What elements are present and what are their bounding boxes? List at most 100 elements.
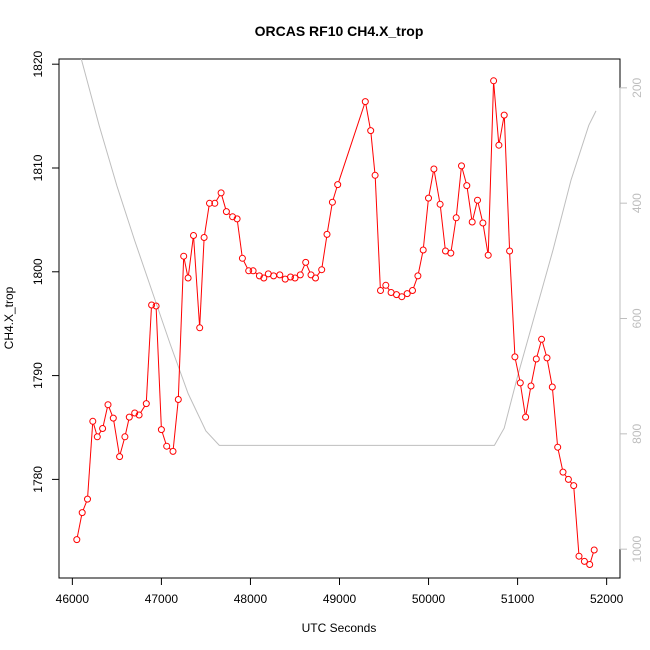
data-point (135, 411, 143, 419)
data-point (590, 546, 598, 554)
series-line-segment (243, 260, 248, 269)
data-point (184, 274, 192, 282)
series-line-segment (119, 439, 125, 454)
data-point (84, 495, 91, 503)
data-point (174, 396, 182, 403)
data-point (78, 509, 86, 517)
data-point (73, 536, 81, 544)
series-line-segment (536, 342, 542, 357)
series-line-segment (590, 552, 594, 562)
data-point (291, 274, 299, 282)
y2-tick-label: 200 (630, 78, 644, 98)
series-line-segment (215, 195, 220, 201)
data-point (233, 215, 241, 223)
series-line-segment (503, 117, 510, 249)
data-point (249, 267, 257, 275)
data-point (516, 379, 524, 387)
series-line-segment (370, 133, 376, 173)
data-point (109, 414, 117, 422)
data-point (206, 199, 213, 207)
data-point (180, 252, 188, 260)
data-point (245, 267, 253, 275)
y-axis: 1780 1790 1800 1810 1820 (31, 51, 59, 493)
series-line-segment (573, 488, 580, 554)
data-point (447, 249, 455, 257)
series-line-segment (177, 259, 185, 397)
data-point (419, 246, 427, 254)
data-point (377, 287, 384, 294)
data-point (270, 272, 278, 280)
series-line-segment (183, 259, 188, 276)
series-line-segment (155, 308, 162, 427)
data-point (468, 218, 476, 226)
series-line-segment (472, 202, 478, 220)
series-line-segment (440, 207, 446, 249)
x-tick-label: 51000 (501, 592, 535, 606)
series-line-segment (552, 389, 558, 445)
series-line-segment (423, 201, 429, 248)
data-point (398, 293, 406, 301)
series-line-segment (531, 361, 537, 384)
y-tick-label: 1780 (31, 466, 45, 493)
data-point (495, 141, 503, 149)
series-line-segment (477, 202, 483, 221)
series-line-segment (433, 171, 441, 202)
y-tick-label: 1810 (31, 154, 45, 181)
data-point (511, 353, 519, 361)
x-axis-label: UTC Seconds (302, 621, 377, 635)
data-point (409, 287, 416, 294)
data-point (484, 251, 492, 259)
data-point (200, 234, 208, 241)
y-tick-label: 1820 (31, 51, 45, 78)
series-line-segment (487, 83, 494, 253)
data-point (302, 258, 310, 266)
series-line-segment (557, 449, 563, 470)
data-point (99, 425, 107, 432)
series-line-segment (145, 307, 152, 401)
series-line-segment (98, 430, 102, 435)
series-line-segment (172, 402, 179, 449)
data-point (559, 468, 567, 476)
data-point (580, 557, 588, 565)
data-point (296, 271, 304, 279)
series-line-segment (87, 424, 94, 497)
data-point (564, 475, 572, 483)
x-tick-label: 47000 (145, 592, 179, 606)
series-line-segment (93, 423, 97, 435)
data-point (382, 281, 390, 289)
data-point (276, 271, 284, 279)
data-point (548, 383, 556, 391)
data-point (463, 182, 471, 190)
series-line-segment (418, 252, 424, 274)
data-point (334, 181, 342, 189)
data-point (287, 273, 294, 281)
series-line-segment (306, 265, 311, 273)
data-point (190, 232, 197, 239)
series-line-segment (338, 104, 365, 182)
series-line-segment (525, 388, 531, 415)
data-point (532, 355, 540, 363)
data-point (131, 409, 139, 417)
data-point (403, 290, 411, 298)
data-point (169, 447, 177, 455)
series-line-segment (413, 278, 418, 288)
series-line-segment (301, 265, 305, 273)
series-line-segment (237, 221, 243, 256)
chart-title: ORCAS RF10 CH4.X_trop (255, 23, 424, 39)
y2-tick-label: 1000 (630, 535, 644, 562)
series-line-segment (365, 104, 371, 128)
series-line-segment (188, 238, 194, 276)
data-point (116, 453, 124, 461)
series-line-segment (520, 385, 526, 415)
series-line-segment (374, 178, 381, 288)
data-point (222, 208, 230, 216)
data-point (361, 98, 369, 106)
data-point (93, 433, 101, 441)
data-point (527, 382, 535, 390)
y2-tick-label: 800 (630, 424, 644, 444)
plot-frame (58, 58, 621, 579)
series-line-segment (509, 253, 516, 354)
series-line-segment (450, 220, 457, 251)
data-point (211, 199, 219, 207)
x-tick-label: 50000 (412, 592, 446, 606)
